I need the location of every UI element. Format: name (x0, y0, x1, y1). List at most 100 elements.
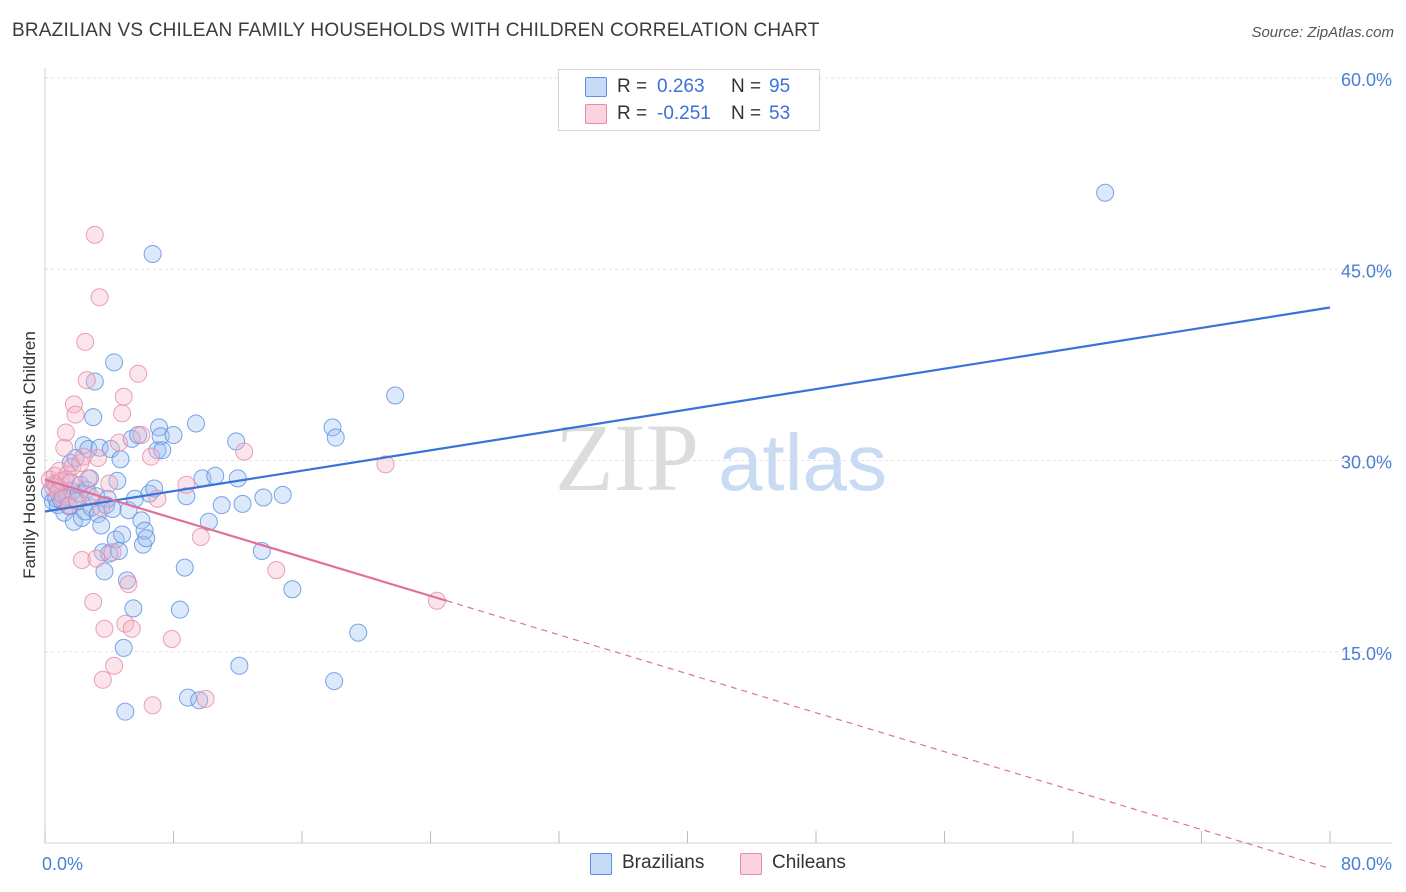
tick-labels: 15.0% 30.0% 45.0% 60.0% 0.0% 80.0% (42, 70, 1392, 874)
data-point (235, 442, 254, 461)
data-point (326, 428, 345, 447)
data-point (105, 353, 124, 372)
data-point (283, 580, 302, 599)
data-point (148, 441, 167, 460)
legend-n-label: N = (731, 76, 762, 97)
y-tick-label: 30.0% (1341, 453, 1392, 473)
data-point (132, 426, 151, 444)
data-point (129, 364, 148, 383)
data-point (77, 371, 96, 390)
y-axis-label: Family Households with Children (20, 331, 39, 579)
data-point (56, 423, 75, 442)
data-point (119, 575, 138, 594)
source-label: Source: ZipAtlas.com (1251, 24, 1394, 41)
y-tick-label: 45.0% (1341, 261, 1392, 281)
legend-r-value: -0.251 (657, 103, 711, 124)
data-point (349, 623, 368, 642)
data-point (114, 387, 133, 406)
data-point (212, 496, 231, 515)
chart-title: BRAZILIAN VS CHILEAN FAMILY HOUSEHOLDS W… (12, 20, 820, 41)
y-tick-label: 15.0% (1341, 644, 1392, 664)
data-point (273, 485, 292, 504)
watermark-zip: ZIP (555, 404, 699, 511)
data-point (143, 244, 162, 263)
legend-r-value: 0.263 (657, 76, 705, 97)
data-point (230, 656, 249, 675)
data-point (228, 469, 247, 488)
legend-n-label: N = (731, 103, 762, 124)
data-point (325, 672, 344, 691)
watermark-atlas: atlas (718, 418, 887, 507)
data-point (178, 688, 197, 707)
data-point (113, 404, 132, 423)
correlation-legend: R = 0.263 N = 95 R = -0.251 N = 53 (558, 69, 820, 131)
data-point (175, 558, 194, 577)
data-point (93, 670, 112, 689)
data-point (323, 418, 342, 437)
legend-r-label: R = (617, 76, 648, 97)
data-point (72, 550, 91, 569)
data-point (114, 638, 133, 657)
data-point (191, 528, 210, 546)
data-point (85, 225, 104, 244)
data-point (109, 433, 128, 452)
data-point (84, 408, 103, 427)
data-point (142, 447, 161, 466)
legend-r-label: R = (617, 103, 648, 124)
data-point (151, 427, 170, 446)
data-point (254, 488, 273, 507)
legend-swatch-brazilians (585, 77, 607, 97)
data-point (150, 418, 169, 437)
data-point (93, 543, 112, 562)
trend-line-chileans (44, 478, 447, 602)
legend-label: Chileans (772, 852, 846, 873)
data-point (162, 630, 181, 648)
axes (44, 68, 1392, 844)
data-point (105, 656, 124, 675)
data-point (79, 469, 98, 488)
data-point (87, 549, 106, 568)
data-point (164, 426, 183, 444)
data-point (100, 474, 119, 493)
data-point (1096, 183, 1115, 202)
data-point (89, 448, 108, 467)
data-point (111, 450, 130, 469)
data-point (53, 489, 72, 508)
data-point (196, 689, 215, 708)
data-point (66, 405, 85, 424)
data-point (84, 593, 103, 612)
data-point (153, 441, 172, 460)
legend-label: Brazilians (622, 852, 705, 873)
trend-line-brazilians (44, 306, 1331, 513)
legend-swatch-chileans (585, 104, 607, 124)
data-point (386, 386, 405, 405)
data-point (113, 525, 132, 544)
x-tick-label: 0.0% (42, 854, 83, 874)
data-point (95, 562, 114, 581)
data-point (143, 696, 162, 715)
data-point (74, 447, 93, 466)
trend-lines (44, 306, 1331, 870)
gridlines (45, 77, 1392, 653)
data-point (132, 511, 151, 530)
data-point (92, 516, 111, 535)
legend-n-value: 95 (769, 76, 791, 97)
data-point (55, 438, 74, 457)
data-point (170, 600, 189, 619)
data-point (95, 619, 114, 638)
trend-line-chileans-extension (446, 600, 1331, 870)
data-point (233, 494, 252, 513)
data-point (199, 512, 218, 531)
legend-swatch-brazilians (590, 853, 612, 875)
data-point (186, 414, 205, 433)
data-point (267, 561, 286, 580)
series-chileans (40, 225, 446, 715)
data-point (76, 332, 95, 351)
legend-swatch-chileans (740, 853, 762, 875)
data-point (124, 599, 143, 618)
data-point (376, 455, 395, 474)
data-point (206, 466, 225, 485)
data-point (190, 691, 209, 710)
x-tick-label: 80.0% (1341, 854, 1392, 874)
